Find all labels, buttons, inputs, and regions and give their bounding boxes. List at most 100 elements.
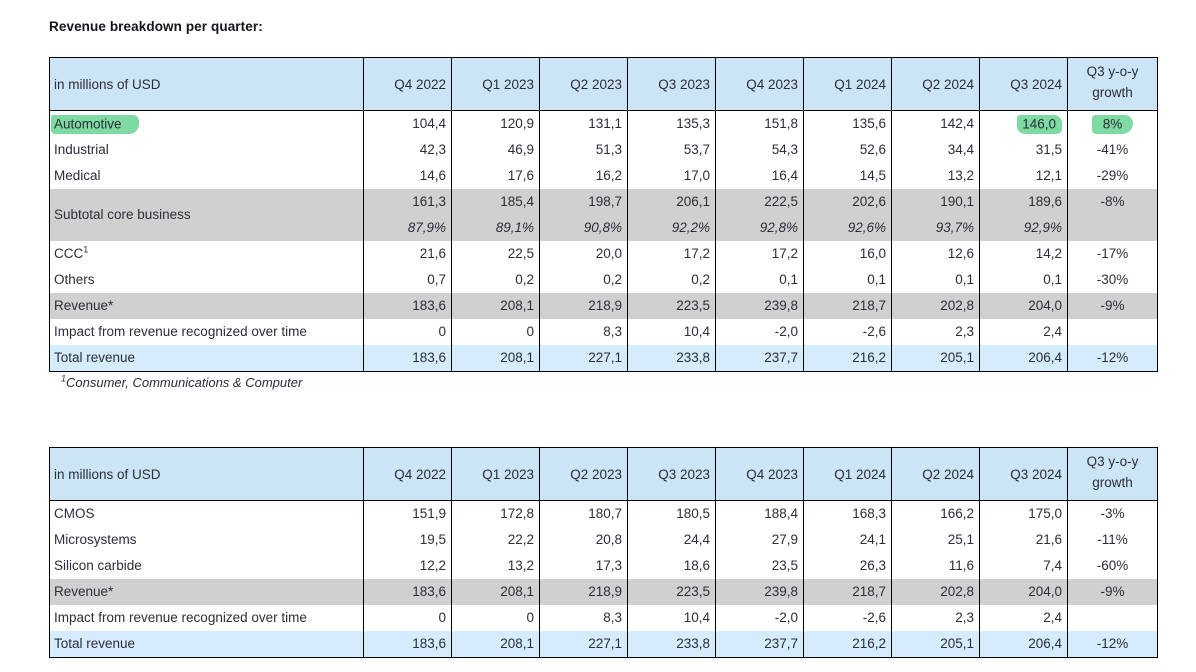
value-cell: 180,7 [539, 500, 628, 527]
growth-header-cell: Q3 y-o-y growth [1067, 57, 1158, 111]
value-cell: 135,3 [627, 110, 716, 137]
row-label: Impact from revenue recognized over time [54, 610, 307, 625]
value: 190,1 [940, 194, 974, 209]
quarter-header-cell: Q3 2024 [979, 57, 1068, 111]
value-cell: 14,5 [803, 163, 892, 189]
growth-header-line1: Q3 y-o-y [1086, 454, 1139, 469]
table-row: Impact from revenue recognized over time… [49, 605, 1158, 631]
value-cell: 0 [363, 319, 452, 345]
growth-cell [1067, 605, 1158, 631]
value-cell: 237,7 [715, 345, 804, 372]
value-cell: 17,0 [627, 163, 716, 189]
quarter-header-cell: Q1 2023 [451, 57, 540, 111]
value-cell: 16,0 [803, 241, 892, 267]
value-cell: 10,4 [627, 319, 716, 345]
value-cell: 22,2 [451, 527, 540, 553]
value-cell: 204,0 [979, 579, 1068, 605]
footnote: 1Consumer, Communications & Computer [61, 374, 302, 390]
value-cell: 12,1 [979, 163, 1068, 189]
value: 189,6 [1028, 194, 1062, 209]
value-cell: 21,6 [979, 527, 1068, 553]
quarter-header-cell: Q4 2022 [363, 447, 452, 501]
value-cell: 14,2 [979, 241, 1068, 267]
value-cell: 218,7 [803, 579, 892, 605]
row-label: Others [54, 272, 95, 287]
table-row: Silicon carbide 12,2 13,2 17,3 18,6 23,5 26,3 1… [49, 553, 1158, 579]
quarter-header-cell: Q1 2024 [803, 57, 892, 111]
value-cell: 183,6 [363, 293, 452, 319]
row-label: Impact from revenue recognized over time [54, 324, 307, 339]
quarter-header-cell: Q2 2024 [891, 57, 980, 111]
value-cell: 204,0 [979, 293, 1068, 319]
value-cell: 52,6 [803, 137, 892, 163]
value-cell: 218,9 [539, 293, 628, 319]
value-cell: 0 [451, 605, 540, 631]
value-cell: 166,2 [891, 500, 980, 527]
percent-of-revenue: 89,1% [495, 220, 534, 235]
value-cell: 22,5 [451, 241, 540, 267]
value-cell: 198,7 90,8% [539, 189, 628, 241]
value-cell: 227,1 [539, 631, 628, 658]
value-cell: 185,4 89,1% [451, 189, 540, 241]
value-cell: 31,5 [979, 137, 1068, 163]
value-cell: 142,4 [891, 110, 980, 137]
percent-of-revenue: 93,7% [935, 220, 974, 235]
value-cell: 21,6 [363, 241, 452, 267]
value-cell: 104,4 [363, 110, 452, 137]
value-cell: 216,2 [803, 631, 892, 658]
value-cell: 0,1 [715, 267, 804, 293]
value-cell: 0 [451, 319, 540, 345]
quarter-header-cell: Q2 2023 [539, 57, 628, 111]
table-row: CMOS 151,9 172,8 180,7 180,5 188,4 168,3 166,2 1… [49, 500, 1158, 527]
row-label-cell: Total revenue [49, 345, 364, 372]
value-cell: 2,4 [979, 605, 1068, 631]
value-cell: 202,6 92,6% [803, 189, 892, 241]
value-cell: 188,4 [715, 500, 804, 527]
value-cell: 8,3 [539, 605, 628, 631]
table-row: Industrial 42,3 46,9 51,3 53,7 54,3 52,6 34,4 31… [49, 137, 1158, 163]
value-cell: 13,2 [891, 163, 980, 189]
value-cell: 223,5 [627, 293, 716, 319]
growth-value: -8% [1100, 194, 1125, 209]
growth-cell: -17% [1067, 241, 1158, 267]
value-cell: 120,9 [451, 110, 540, 137]
row-label: CCC [54, 246, 84, 261]
value: 206,1 [676, 194, 710, 209]
percent-of-revenue: 92,8% [759, 220, 798, 235]
value-cell: 26,3 [803, 553, 892, 579]
value-cell: 223,5 [627, 579, 716, 605]
value-cell: 172,8 [451, 500, 540, 527]
page-title: Revenue breakdown per quarter: [49, 19, 263, 34]
value-cell: 13,2 [451, 553, 540, 579]
row-label: Industrial [54, 142, 109, 157]
quarter-header-cell: Q1 2024 [803, 447, 892, 501]
percent-of-revenue: 92,9% [1023, 220, 1062, 235]
value-cell: -2,6 [803, 605, 892, 631]
value-cell: 180,5 [627, 500, 716, 527]
row-label: Microsystems [54, 532, 137, 547]
value-cell: 131,1 [539, 110, 628, 137]
row-label: Revenue* [54, 298, 114, 313]
value-cell: 183,6 [363, 579, 452, 605]
value-cell: 239,8 [715, 579, 804, 605]
quarter-header-cell: Q4 2022 [363, 57, 452, 111]
value-cell: 54,3 [715, 137, 804, 163]
value-cell: 135,6 [803, 110, 892, 137]
value-cell: 227,1 [539, 345, 628, 372]
value-cell: 206,4 [979, 345, 1068, 372]
value: 202,6 [852, 194, 886, 209]
header-row: in millions of USD Q4 2022 Q1 2023 Q2 2023 Q… [49, 447, 1158, 501]
row-label-cell: Others [49, 267, 364, 293]
value-cell: 208,1 [451, 579, 540, 605]
value-cell: 175,0 [979, 500, 1068, 527]
table-row: Others 0,7 0,2 0,2 0,2 0,1 0,1 0,1 0,1 -30% [49, 267, 1158, 293]
value-cell: 23,5 [715, 553, 804, 579]
value-cell: 12,2 [363, 553, 452, 579]
value-cell: 0,1 [979, 267, 1068, 293]
value-cell: 206,1 92,2% [627, 189, 716, 241]
table-row: Revenue* 183,6 208,1 218,9 223,5 239,8 218,7 20… [49, 579, 1158, 605]
growth-header-line1: Q3 y-o-y [1086, 64, 1139, 79]
value-cell: 10,4 [627, 605, 716, 631]
value-cell: 0,2 [539, 267, 628, 293]
value-cell: 19,5 [363, 527, 452, 553]
